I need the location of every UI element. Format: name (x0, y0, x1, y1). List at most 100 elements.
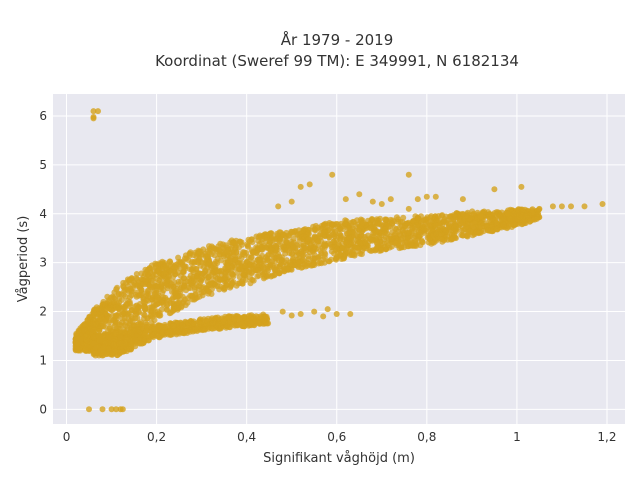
data-point (382, 216, 389, 223)
data-point (445, 220, 452, 227)
data-point (275, 203, 282, 210)
data-point (135, 327, 142, 334)
data-point (405, 171, 412, 178)
data-point (369, 198, 376, 205)
data-point (108, 406, 115, 413)
data-point (405, 205, 412, 212)
x-tick-label: 0,6 (327, 430, 346, 444)
data-point (321, 229, 327, 235)
data-point (409, 225, 416, 232)
data-point (297, 311, 304, 317)
x-tick-label: 1,2 (597, 430, 616, 444)
data-point (137, 340, 144, 347)
data-point (341, 221, 348, 228)
data-point (142, 266, 149, 273)
data-point (149, 332, 156, 339)
data-point (519, 206, 526, 213)
data-point (150, 277, 156, 284)
data-point (536, 205, 543, 212)
data-point (129, 318, 136, 325)
data-point (329, 171, 336, 178)
data-point (153, 283, 160, 290)
data-point (158, 280, 165, 287)
data-point (145, 337, 152, 344)
data-point (183, 255, 190, 262)
data-point (142, 330, 149, 336)
data-point (397, 219, 404, 225)
data-point (558, 203, 565, 210)
data-point (218, 276, 225, 283)
data-point (272, 242, 279, 249)
data-point (171, 263, 178, 270)
data-point (438, 236, 445, 242)
data-point (154, 268, 161, 275)
data-point (339, 245, 346, 252)
data-point (416, 223, 423, 230)
data-point (214, 322, 221, 329)
data-point (86, 406, 92, 413)
data-point (413, 240, 420, 247)
data-point (256, 272, 262, 279)
data-point (113, 330, 119, 337)
data-point (450, 234, 457, 241)
data-point (475, 230, 482, 237)
data-point (197, 321, 204, 328)
data-point (113, 304, 120, 311)
data-point (96, 328, 102, 335)
data-point (356, 240, 363, 247)
data-point (214, 260, 221, 267)
data-point (185, 319, 192, 326)
data-point (462, 213, 469, 219)
data-point (209, 320, 216, 327)
data-point (496, 212, 503, 219)
data-point (359, 223, 366, 230)
data-point (143, 297, 150, 303)
data-point (414, 196, 421, 203)
data-point (351, 251, 358, 258)
data-point (156, 310, 163, 316)
data-point (216, 247, 223, 254)
data-point (197, 279, 204, 286)
data-point (387, 196, 394, 203)
data-point (181, 264, 188, 271)
data-point (331, 250, 338, 257)
data-point (156, 260, 163, 267)
data-point (133, 306, 140, 313)
data-point (467, 228, 474, 235)
data-point (301, 233, 307, 240)
data-point (217, 240, 224, 247)
data-point (174, 305, 181, 311)
data-point (477, 213, 484, 220)
data-point (347, 311, 354, 317)
data-point (311, 308, 318, 315)
data-point (317, 247, 324, 254)
data-point (220, 318, 227, 325)
data-point (326, 232, 333, 239)
data-point (324, 306, 331, 313)
data-point (105, 345, 112, 352)
data-point (398, 244, 405, 251)
data-point (160, 294, 167, 301)
data-point (343, 239, 350, 245)
data-point (203, 252, 210, 259)
data-point (317, 259, 323, 266)
data-point (518, 183, 525, 190)
data-point (249, 276, 256, 283)
data-point (210, 276, 217, 283)
data-point (410, 218, 416, 225)
data-point (432, 193, 439, 200)
data-point (121, 288, 128, 295)
data-point (256, 320, 262, 327)
data-point (110, 341, 117, 348)
data-point (138, 287, 145, 294)
data-point (194, 273, 201, 280)
data-point (274, 232, 281, 239)
data-point (179, 322, 186, 329)
data-point (133, 275, 140, 282)
data-point (204, 248, 211, 255)
data-point (90, 327, 97, 334)
data-point (154, 293, 161, 300)
data-point (96, 337, 103, 344)
data-point (160, 263, 167, 270)
data-point (409, 242, 416, 249)
